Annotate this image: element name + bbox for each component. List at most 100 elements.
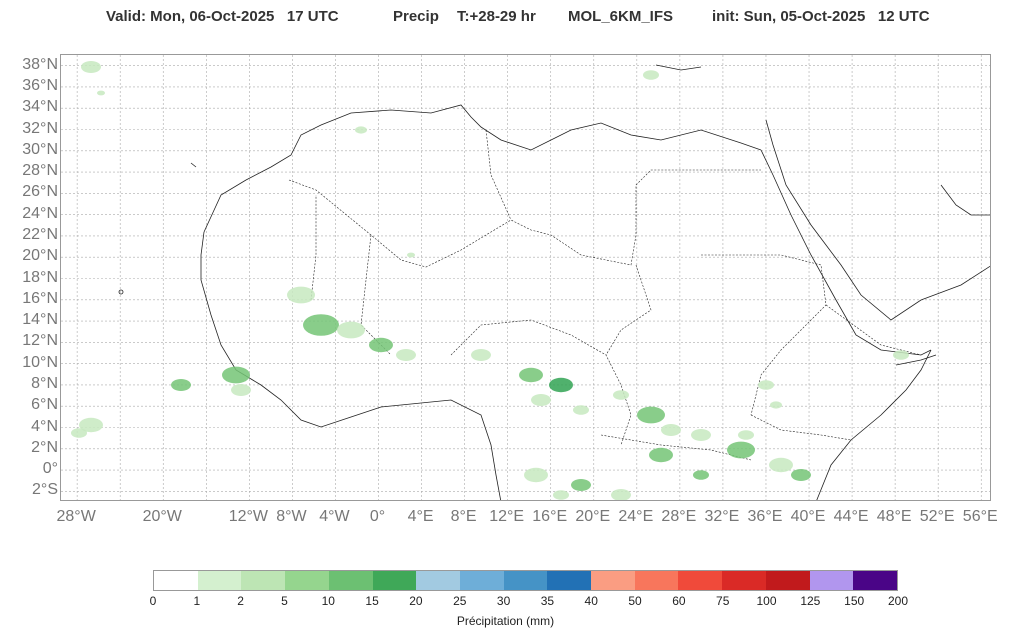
precip-cell xyxy=(222,366,250,384)
red-sea-west-coast xyxy=(760,149,932,356)
precip-cell xyxy=(758,380,774,390)
colorbar-segment xyxy=(416,571,460,590)
precip-cell xyxy=(791,469,811,481)
colorbar-segment xyxy=(591,571,635,590)
lon-tick-label: 24°E xyxy=(618,508,654,525)
precip-cell xyxy=(519,367,543,383)
colorbar-segment xyxy=(853,571,897,590)
precip-cell xyxy=(369,337,393,353)
colorbar-tick-label: 10 xyxy=(321,594,335,608)
west-africa-coast xyxy=(200,231,502,500)
libya-algeria-border xyxy=(485,129,512,221)
colorbar-segment xyxy=(328,571,373,590)
colorbar-tick-label: 0 xyxy=(149,594,157,608)
lat-tick-label: 22°N xyxy=(22,225,58,243)
colorbar-tick-label: 20 xyxy=(409,594,423,608)
persian-gulf xyxy=(940,184,990,216)
precip-cell xyxy=(396,349,416,361)
colorbar-segment xyxy=(372,571,417,590)
lat-tick-label: 14°N xyxy=(22,311,58,329)
colorbar-tick-label: 35 xyxy=(540,594,555,608)
colorbar-tick-label: 40 xyxy=(584,594,598,608)
precip-cell xyxy=(613,390,629,400)
precip-cell xyxy=(231,384,251,396)
lon-tick-label: 52°E xyxy=(919,508,955,525)
precip-cell xyxy=(79,417,103,433)
precip-cell xyxy=(893,350,909,360)
sahara-borders xyxy=(288,169,761,268)
colorbar-segment xyxy=(503,571,548,590)
lat-tick-label: 38°N xyxy=(22,55,58,73)
precip-cell xyxy=(549,377,573,393)
lat-tick-label: 2°N xyxy=(31,438,58,456)
mauritania-border xyxy=(310,195,317,301)
lat-tick-label: 26°N xyxy=(22,183,58,201)
colorbar-tick-label: 2 xyxy=(237,594,244,608)
sudan-borders xyxy=(701,254,827,416)
variable-name: Precip xyxy=(393,8,439,25)
colorbar-tick-label: 30 xyxy=(496,594,511,608)
precipitation-field xyxy=(71,61,909,500)
country-borders xyxy=(288,129,922,461)
lon-tick-label: 28°W xyxy=(56,508,96,525)
lon-tick-label: 48°E xyxy=(876,508,912,525)
lat-tick-label: 16°N xyxy=(22,289,58,307)
precip-cell xyxy=(287,286,315,304)
colorbar-tick-label: 100 xyxy=(756,594,777,608)
precip-cell xyxy=(355,126,367,134)
colorbar-tick-label: 15 xyxy=(365,594,379,608)
precip-cell xyxy=(637,406,665,424)
lat-tick-label: 20°N xyxy=(22,247,58,265)
gulf-aden xyxy=(895,354,937,366)
canary-islands xyxy=(190,162,197,168)
graticule xyxy=(61,55,990,500)
lon-tick-label: 20°E xyxy=(575,508,611,525)
colorbar-segment xyxy=(197,571,242,590)
lon-tick-label: 56°E xyxy=(962,508,998,525)
lat-tick-label: 12°N xyxy=(22,332,58,350)
precip-cell xyxy=(770,401,782,409)
precip-cell xyxy=(471,349,491,361)
precip-cell xyxy=(691,429,711,441)
colorbar-segment xyxy=(722,571,766,590)
colorbar-tick-label: 150 xyxy=(844,594,865,608)
lat-tick-label: 32°N xyxy=(22,119,58,137)
lon-tick-label: 4°W xyxy=(319,508,350,525)
colorbar-tick-label: 60 xyxy=(672,594,686,608)
precip-cell xyxy=(531,394,551,406)
precip-cell xyxy=(738,430,754,440)
lat-tick-label: 34°N xyxy=(22,98,58,116)
greece-coast xyxy=(655,64,702,71)
lon-tick-label: 8°W xyxy=(276,508,307,525)
precip-cell xyxy=(649,447,673,463)
lon-tick-label: 20°W xyxy=(142,508,182,525)
lat-tick-label: 24°N xyxy=(22,204,58,222)
precip-cell xyxy=(727,441,755,459)
precip-cell xyxy=(407,252,415,258)
colorbar-segment xyxy=(285,571,329,590)
colorbar-segment xyxy=(809,571,854,590)
colorbar-segment xyxy=(459,571,504,590)
map-title: Valid: Mon, 06-Oct-2025 17 UTC Precip T:… xyxy=(0,8,1011,28)
lon-tick-label: 12°E xyxy=(489,508,525,525)
precip-cell xyxy=(337,321,365,339)
colorbar-segment xyxy=(241,571,286,590)
colorbar-segment xyxy=(547,571,592,590)
precip-cell xyxy=(661,424,681,436)
precip-cell xyxy=(81,61,101,73)
precip-cell xyxy=(643,70,659,80)
colorbar-tick-label: 200 xyxy=(887,594,909,608)
lat-tick-label: 4°N xyxy=(31,417,58,435)
colorbar xyxy=(153,570,898,591)
lat-tick-label: 6°N xyxy=(31,396,58,414)
colorbar-tick-label: 25 xyxy=(453,594,467,608)
colorbar-tick-label: 5 xyxy=(281,594,288,608)
lon-tick-label: 8°E xyxy=(450,508,477,525)
lon-tick-label: 12°W xyxy=(228,508,268,525)
map-canvas xyxy=(61,55,990,500)
precip-cell xyxy=(611,489,631,500)
lon-tick-label: 44°E xyxy=(833,508,869,525)
colorbar-segment xyxy=(765,571,810,590)
precip-cell xyxy=(97,90,105,96)
lat-tick-label: 36°N xyxy=(22,76,58,94)
